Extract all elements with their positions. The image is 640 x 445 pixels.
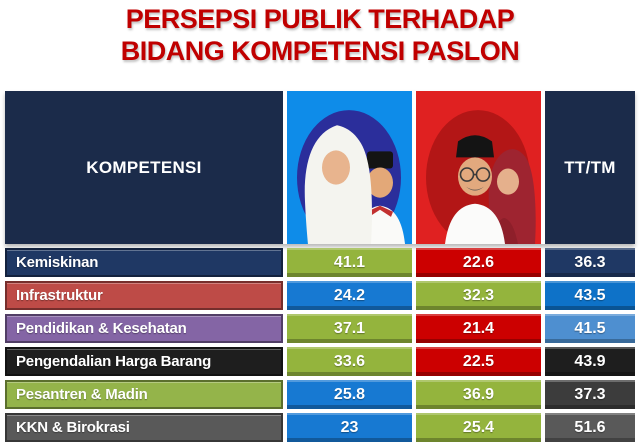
value-cell-paslon-1: 41.1 bbox=[287, 248, 412, 277]
page-title: PERSEPSI PUBLIK TERHADAP BIDANG KOMPETEN… bbox=[0, 3, 640, 67]
value-cell-paslon-2: 32.3 bbox=[416, 281, 541, 310]
value-cell-tttm: 41.5 bbox=[545, 314, 635, 343]
value-cell-paslon-2: 22.6 bbox=[416, 248, 541, 277]
value-cell-paslon-1: 24.2 bbox=[287, 281, 412, 310]
row-label: Pendidikan & Kesehatan bbox=[5, 314, 283, 343]
value-cell-tttm: 43.5 bbox=[545, 281, 635, 310]
value-cell-paslon-1: 25.8 bbox=[287, 380, 412, 409]
paslon-2-photo bbox=[416, 91, 541, 244]
table-header: KOMPETENSI bbox=[5, 91, 635, 244]
table-row: Pesantren & Madin 25.8 36.9 37.3 bbox=[5, 380, 635, 409]
value-cell-paslon-2: 25.4 bbox=[416, 413, 541, 442]
value-cell-paslon-1: 23 bbox=[287, 413, 412, 442]
table-body: Kemiskinan 41.1 22.6 36.3 Infrastruktur … bbox=[5, 248, 635, 442]
table-row: Pengendalian Harga Barang 33.6 22.5 43.9 bbox=[5, 347, 635, 376]
value-cell-paslon-2: 36.9 bbox=[416, 380, 541, 409]
value-cell-paslon-1: 37.1 bbox=[287, 314, 412, 343]
table-row: Kemiskinan 41.1 22.6 36.3 bbox=[5, 248, 635, 277]
paslon-2-portrait-icon bbox=[426, 110, 536, 244]
title-line-1: PERSEPSI PUBLIK TERHADAP bbox=[125, 4, 515, 34]
value-cell-tttm: 37.3 bbox=[545, 380, 635, 409]
row-label: Infrastruktur bbox=[5, 281, 283, 310]
value-cell-tttm: 36.3 bbox=[545, 248, 635, 277]
row-label: KKN & Birokrasi bbox=[5, 413, 283, 442]
value-cell-tttm: 51.6 bbox=[545, 413, 635, 442]
competency-header-cell: KOMPETENSI bbox=[5, 91, 283, 244]
table-row: Pendidikan & Kesehatan 37.1 21.4 41.5 bbox=[5, 314, 635, 343]
value-cell-paslon-2: 21.4 bbox=[416, 314, 541, 343]
row-label: Kemiskinan bbox=[5, 248, 283, 277]
row-label: Pesantren & Madin bbox=[5, 380, 283, 409]
value-cell-paslon-1: 33.6 bbox=[287, 347, 412, 376]
value-cell-paslon-2: 22.5 bbox=[416, 347, 541, 376]
paslon-1-photo bbox=[287, 91, 412, 244]
title-line-2: BIDANG KOMPETENSI PASLON bbox=[120, 36, 520, 66]
paslon-1-portrait-icon bbox=[297, 110, 405, 244]
tttm-header-cell: TT/TM bbox=[545, 91, 635, 244]
value-cell-tttm: 43.9 bbox=[545, 347, 635, 376]
table-row: Infrastruktur 24.2 32.3 43.5 bbox=[5, 281, 635, 310]
row-label: Pengendalian Harga Barang bbox=[5, 347, 283, 376]
competency-table: KOMPETENSI bbox=[5, 91, 635, 442]
table-row: KKN & Birokrasi 23 25.4 51.6 bbox=[5, 413, 635, 442]
